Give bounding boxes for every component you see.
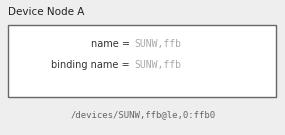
Text: /devices/SUNW,ffb@le,0:ffb0: /devices/SUNW,ffb@le,0:ffb0 [70,111,215,119]
Text: SUNW,ffb: SUNW,ffb [134,39,181,49]
Text: SUNW,ffb: SUNW,ffb [134,60,181,70]
FancyBboxPatch shape [8,25,276,97]
Text: binding name =: binding name = [51,60,130,70]
Text: name =: name = [91,39,130,49]
Text: Device Node A: Device Node A [8,7,84,17]
